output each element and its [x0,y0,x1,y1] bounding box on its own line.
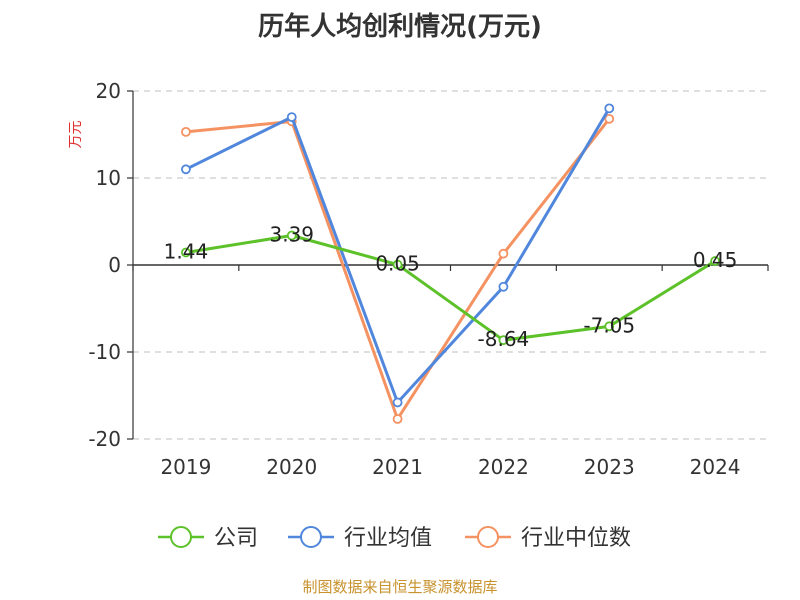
y-tick-label: -10 [88,340,121,364]
data-point [604,321,615,332]
data-point [604,113,615,124]
x-tick-label: 2022 [478,455,529,479]
legend-label: 行业均值 [344,526,432,551]
data-point [498,335,509,346]
data-point [498,248,509,259]
data-label: 0.05 [375,252,420,276]
data-point [604,103,615,114]
data-point [181,126,191,137]
legend-label: 行业中位数 [521,526,631,551]
x-tick-label: 2023 [584,455,635,479]
data-labels: 1.44 3.39 0.05 -8.64 -7.05 0.45 [164,223,738,352]
data-label: -8.64 [478,327,530,351]
data-point [181,164,191,175]
data-label: 0.45 [693,248,738,272]
y-tick-label: 20 [96,79,121,103]
legend-swatch-marker [300,526,322,548]
legend-swatch-marker [170,526,192,548]
legend-swatch-marker [477,526,499,548]
data-label: 3.39 [269,223,314,247]
data-point [286,112,297,122]
y-axis-title: 万元 [68,121,84,149]
data-point [710,256,720,266]
chart-title: 历年人均创利情况(万元) [258,12,542,42]
data-point [181,247,191,258]
y-tick-label: -20 [88,427,121,451]
data-point [286,230,297,241]
legend: 公司 行业均值 行业中位数 [158,526,631,551]
y-tick-label: 0 [108,253,121,277]
y-tick-label: 10 [96,166,121,190]
data-point [392,414,403,424]
data-point [392,259,403,270]
data-point [392,397,403,408]
series-line-0 [184,234,717,342]
legend-label: 公司 [214,526,258,551]
axes: 20 10 0 -10 -20 万元 2019 2020 2021 2022 2023 2024 [68,79,769,479]
x-tick-label: 2019 [160,455,211,479]
x-tick-label: 2021 [372,455,423,479]
data-label: 1.44 [164,239,209,263]
x-tick-label: 2020 [266,455,317,479]
series-lines [181,103,720,424]
data-label: -7.05 [583,313,635,337]
source-footer: 制图数据来自恒生聚源数据库 [302,578,498,596]
x-tick-label: 2024 [690,455,741,479]
grid-lines [133,90,768,440]
data-point [498,281,509,292]
